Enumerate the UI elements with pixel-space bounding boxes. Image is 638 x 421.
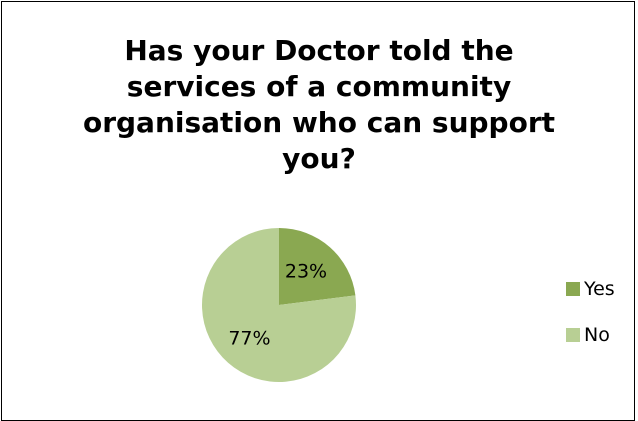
pie-slice-no	[201, 228, 356, 382]
chart-title: Has your Doctor told the services of a c…	[0, 33, 638, 177]
legend-label-yes: Yes	[584, 278, 615, 300]
legend-label-no: No	[584, 324, 610, 346]
chart-title-line: you?	[282, 142, 356, 175]
chart-title-line: organisation who can support	[82, 106, 556, 139]
pie-data-label-no: 77%	[228, 327, 270, 349]
legend: Yes No	[566, 266, 615, 358]
chart-title-line: Has your Doctor told the	[124, 34, 514, 67]
chart-title-line: services of a community	[126, 70, 512, 103]
legend-swatch-yes	[566, 282, 580, 296]
legend-item-no: No	[566, 312, 615, 358]
legend-swatch-no	[566, 328, 580, 342]
legend-item-yes: Yes	[566, 266, 615, 312]
pie-slice-yes	[279, 228, 356, 305]
pie-data-label-yes: 23%	[285, 260, 327, 282]
